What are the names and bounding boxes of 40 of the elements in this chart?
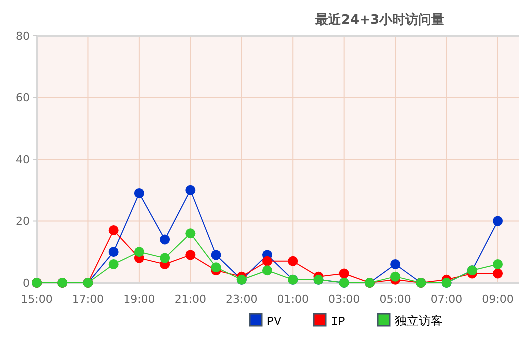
- point: [288, 256, 298, 266]
- y-tick-label: 80: [16, 30, 30, 43]
- y-tick-label: 20: [16, 215, 30, 228]
- point: [160, 253, 170, 264]
- x-tick-label: 09:00: [482, 293, 514, 306]
- point: [390, 272, 401, 282]
- legend-label: IP: [331, 315, 346, 330]
- y-tick-label: 0: [23, 276, 30, 290]
- x-tick-label: 23:00: [226, 293, 258, 306]
- point: [339, 268, 350, 279]
- x-tick-label: 07:00: [430, 293, 463, 306]
- y-tick-label: 60: [16, 92, 30, 105]
- point: [134, 188, 144, 198]
- point: [493, 216, 503, 226]
- point: [186, 228, 196, 239]
- chart-title: 最近24+3小时访问量: [314, 12, 445, 28]
- x-tick-label: 03:00: [328, 293, 360, 306]
- point: [493, 268, 503, 279]
- point: [108, 247, 119, 258]
- x-tick-label: 01:00: [277, 293, 309, 306]
- point: [186, 250, 196, 260]
- x-tick-label: 05:00: [380, 293, 412, 306]
- point: [262, 266, 272, 276]
- x-tick-label: 19:00: [124, 293, 156, 306]
- legend-label: PV: [267, 315, 282, 330]
- point: [390, 259, 401, 270]
- point: [160, 234, 170, 245]
- point: [211, 250, 222, 260]
- point: [493, 259, 503, 270]
- point: [211, 262, 222, 273]
- x-tick-label: 15:00: [21, 293, 53, 306]
- point: [134, 247, 144, 258]
- point: [186, 185, 196, 196]
- x-tick-label: 21:00: [174, 293, 207, 306]
- x-tick-label: 17:00: [72, 293, 104, 306]
- point: [108, 259, 119, 270]
- point: [262, 256, 272, 266]
- y-tick-label: 40: [16, 153, 30, 166]
- point: [108, 226, 119, 236]
- legend-label: 独立访客: [395, 314, 443, 330]
